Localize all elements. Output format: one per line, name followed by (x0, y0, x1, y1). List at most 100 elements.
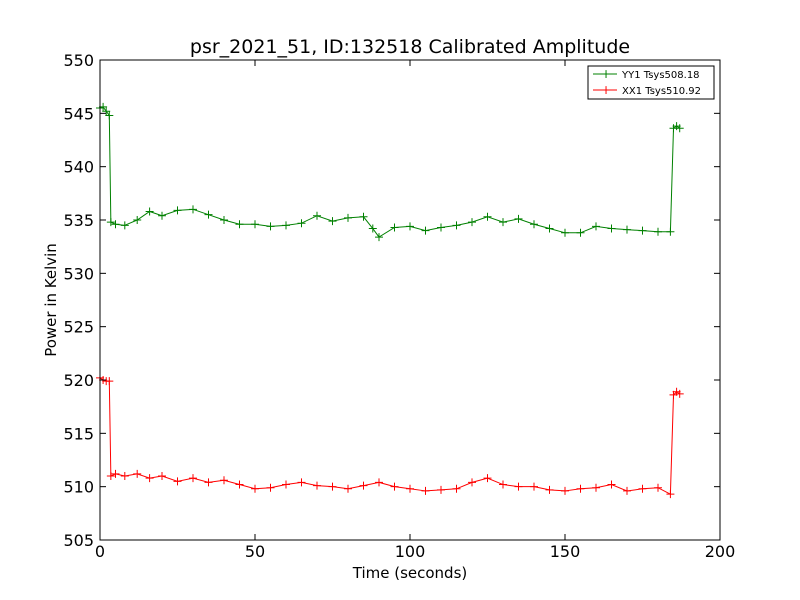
y-tick-label: 505 (63, 531, 94, 550)
data-point (592, 222, 600, 231)
data-point (220, 216, 228, 224)
data-point (437, 223, 445, 232)
x-tick-label: 100 (395, 542, 426, 561)
data-point (623, 225, 631, 234)
data-point (111, 220, 120, 229)
legend-box (587, 65, 715, 100)
y-tick-label: 520 (63, 371, 94, 390)
data-point (145, 474, 154, 483)
data-point (282, 480, 290, 489)
data-point (220, 476, 228, 485)
data-point (189, 205, 197, 214)
data-point (106, 472, 115, 480)
data-point (251, 220, 259, 229)
data-point (468, 218, 476, 227)
data-point (406, 484, 414, 493)
data-point (297, 478, 306, 487)
y-tick-label: 550 (63, 51, 94, 70)
data-point (576, 484, 585, 493)
y-tick-label: 515 (63, 424, 94, 443)
data-point (375, 233, 383, 242)
legend-marker-xx1: + (601, 83, 611, 97)
y-tick-label: 530 (63, 264, 94, 283)
data-point (359, 212, 368, 221)
data-point (297, 219, 306, 228)
data-point (145, 207, 154, 216)
data-point (483, 212, 492, 221)
data-point (105, 377, 114, 386)
data-point (204, 210, 213, 219)
data-point (344, 484, 352, 493)
data-point (561, 486, 569, 495)
data-point (545, 485, 554, 494)
series-0 (96, 102, 684, 242)
y-tick-label: 540 (63, 158, 94, 177)
data-point (638, 226, 647, 235)
x-tick-label: 50 (245, 542, 265, 561)
data-point (251, 484, 259, 493)
data-point (654, 227, 662, 236)
data-point (576, 228, 585, 237)
data-point (266, 222, 275, 231)
x-tick-label: 0 (95, 542, 105, 561)
data-point (158, 211, 166, 220)
data-point (328, 217, 337, 226)
data-point (111, 469, 120, 478)
data-point (313, 481, 321, 490)
data-point (499, 480, 507, 489)
data-point (592, 483, 600, 492)
data-point (607, 224, 616, 233)
y-tick-label: 525 (63, 318, 94, 337)
data-point (638, 484, 647, 493)
y-axis-label: Power in Kelvin (42, 243, 60, 357)
chart-title: psr_2021_51, ID:132518 Calibrated Amplit… (190, 36, 630, 58)
data-point (189, 474, 197, 483)
x-axis-label: Time (seconds) (352, 564, 468, 582)
legend-marker-yy1: + (601, 67, 611, 81)
series-1 (96, 373, 684, 499)
data-point (120, 472, 129, 480)
y-tick-label: 545 (63, 104, 94, 123)
data-point (120, 221, 129, 230)
data-point (328, 482, 337, 491)
data-point (204, 478, 213, 487)
data-point (675, 389, 684, 398)
data-point (514, 214, 523, 223)
data-point (468, 478, 476, 487)
data-point (390, 223, 399, 232)
data-point (666, 227, 675, 236)
y-tick-label: 535 (63, 211, 94, 230)
data-point (437, 485, 445, 494)
data-point (266, 483, 275, 492)
data-point (235, 480, 244, 489)
data-point (133, 469, 142, 478)
data-point (530, 482, 538, 491)
x-tick-label: 200 (705, 542, 736, 561)
legend: + YY1 Tsys508.18 + XX1 Tsys510.92 (587, 65, 715, 100)
data-point (102, 107, 111, 116)
data-point (514, 482, 523, 491)
data-point (421, 486, 430, 495)
data-point (313, 211, 321, 220)
data-point (452, 484, 461, 493)
data-point (106, 218, 115, 227)
legend-label-yy1: YY1 Tsys508.18 (621, 70, 700, 81)
data-point (390, 482, 399, 491)
data-point (545, 224, 554, 233)
data-point (375, 478, 383, 487)
data-point (607, 480, 616, 489)
data-point (666, 490, 675, 499)
data-point (530, 220, 538, 229)
data-point (483, 474, 492, 483)
data-point (421, 226, 430, 235)
data-point (359, 481, 368, 490)
data-point (675, 124, 684, 133)
data-point (344, 213, 352, 222)
legend-label-xx1: XX1 Tsys510.92 (622, 86, 701, 97)
data-point (158, 472, 166, 480)
data-point (561, 228, 569, 237)
data-point (173, 477, 182, 486)
data-point (406, 222, 414, 231)
data-point (452, 221, 461, 230)
